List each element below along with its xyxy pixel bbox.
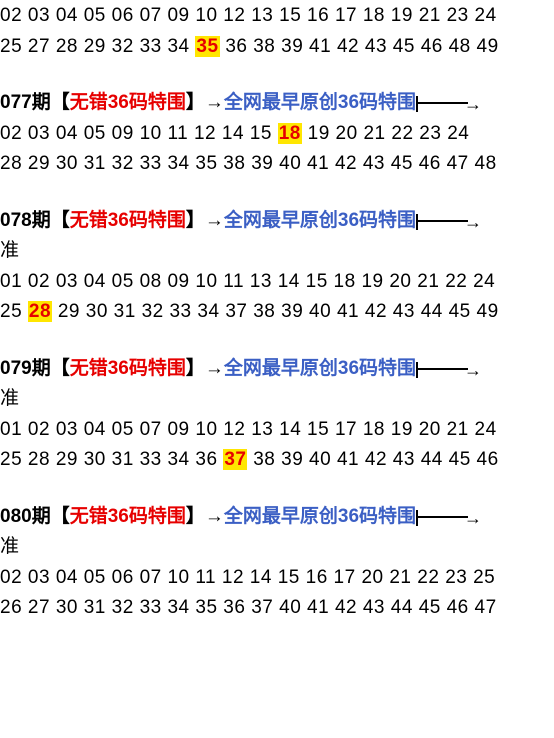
number-row: 02 03 04 05 06 07 09 10 12 13 15 16 17 1… — [0, 2, 554, 31]
close-bracket: 】 — [186, 503, 205, 532]
number-row: 01 02 03 04 05 08 09 10 11 13 14 15 18 1… — [0, 268, 554, 297]
number-row: 25 28 29 30 31 32 33 34 37 38 39 40 41 4… — [0, 298, 554, 327]
period-label: 080期 — [0, 503, 51, 532]
arrow-icon: → — [205, 207, 224, 236]
number-row: 28 29 30 31 32 33 34 35 38 39 40 41 42 4… — [0, 150, 554, 179]
number-row: 25 28 29 30 31 33 34 36 37 38 39 40 41 4… — [0, 446, 554, 475]
top-fragment: 02 03 04 05 06 07 09 10 12 13 15 16 17 1… — [0, 2, 554, 61]
line-arrow-icon — [418, 516, 468, 518]
zhun-label: 准 — [0, 385, 554, 414]
blue-title: 全网最早原创36码特围 — [224, 89, 416, 118]
number: 02 03 04 05 09 10 11 12 14 15 — [0, 123, 272, 144]
red-title: 无错36码特围 — [70, 89, 186, 118]
section-header: 077期【无错36码特围】→全网最早原创36码特围 — [0, 89, 554, 118]
blue-title: 全网最早原创36码特围 — [224, 207, 416, 236]
zhun-label: 准 — [0, 533, 554, 562]
section-header: 079期【无错36码特围】→全网最早原创36码特围 — [0, 355, 554, 384]
arrow-icon: → — [205, 89, 224, 118]
close-bracket: 】 — [186, 355, 205, 384]
number: 01 02 03 04 05 08 09 10 11 13 14 15 18 1… — [0, 271, 495, 292]
period-label: 078期 — [0, 207, 51, 236]
number-row: 02 03 04 05 06 07 10 11 12 14 15 16 17 2… — [0, 564, 554, 593]
number: 25 27 28 29 32 33 34 — [0, 36, 190, 57]
blue-title: 全网最早原创36码特围 — [224, 355, 416, 384]
highlighted-number: 37 — [223, 449, 247, 470]
number: 19 20 21 22 23 24 — [308, 123, 470, 144]
lottery-section: 079期【无错36码特围】→全网最早原创36码特围准 01 02 03 04 05… — [0, 355, 554, 475]
number: 36 38 39 41 42 43 45 46 48 49 — [225, 36, 498, 57]
number-row: 25 27 28 29 32 33 34 35 36 38 39 41 42 4… — [0, 33, 554, 62]
number-row: 02 03 04 05 09 10 11 12 14 15 18 19 20 2… — [0, 120, 554, 149]
section-header: 080期【无错36码特围】→全网最早原创36码特围 — [0, 503, 554, 532]
highlighted-number: 28 — [28, 301, 52, 322]
line-arrow-icon — [418, 102, 468, 104]
number: 25 28 29 30 31 33 34 36 — [0, 449, 218, 470]
lottery-section: 078期【无错36码特围】→全网最早原创36码特围准 01 02 03 04 05… — [0, 207, 554, 327]
open-bracket: 【 — [51, 89, 70, 118]
blue-title: 全网最早原创36码特围 — [224, 503, 416, 532]
lottery-section: 077期【无错36码特围】→全网最早原创36码特围02 03 04 05 09 … — [0, 89, 554, 179]
number: 01 02 03 04 05 07 09 10 12 13 14 15 17 1… — [0, 419, 497, 440]
red-title: 无错36码特围 — [70, 503, 186, 532]
close-bracket: 】 — [186, 207, 205, 236]
number: 26 27 30 31 32 33 34 35 36 37 40 41 42 4… — [0, 597, 497, 618]
period-label: 079期 — [0, 355, 51, 384]
number: 02 03 04 05 06 07 09 10 12 13 15 16 17 1… — [0, 5, 497, 26]
line-arrow-icon — [418, 368, 468, 370]
open-bracket: 【 — [51, 207, 70, 236]
number-row: 26 27 30 31 32 33 34 35 36 37 40 41 42 4… — [0, 594, 554, 623]
red-title: 无错36码特围 — [70, 207, 186, 236]
period-label: 077期 — [0, 89, 51, 118]
number: 29 30 31 32 33 34 37 38 39 40 41 42 43 4… — [58, 301, 499, 322]
close-bracket: 】 — [186, 89, 205, 118]
highlighted-number: 35 — [195, 36, 219, 57]
section-header: 078期【无错36码特围】→全网最早原创36码特围 — [0, 207, 554, 236]
red-title: 无错36码特围 — [70, 355, 186, 384]
arrow-icon: → — [205, 503, 224, 532]
line-arrow-icon — [418, 220, 468, 222]
lottery-section: 080期【无错36码特围】→全网最早原创36码特围准 02 03 04 05 06… — [0, 503, 554, 623]
highlighted-number: 18 — [278, 123, 302, 144]
open-bracket: 【 — [51, 355, 70, 384]
number: 25 — [0, 301, 22, 322]
number: 38 39 40 41 42 43 44 45 46 — [253, 449, 498, 470]
zhun-label: 准 — [0, 237, 554, 266]
arrow-icon: → — [205, 355, 224, 384]
number: 02 03 04 05 06 07 10 11 12 14 15 16 17 2… — [0, 567, 495, 588]
number: 28 29 30 31 32 33 34 35 38 39 40 41 42 4… — [0, 153, 497, 174]
open-bracket: 【 — [51, 503, 70, 532]
number-row: 01 02 03 04 05 07 09 10 12 13 14 15 17 1… — [0, 416, 554, 445]
